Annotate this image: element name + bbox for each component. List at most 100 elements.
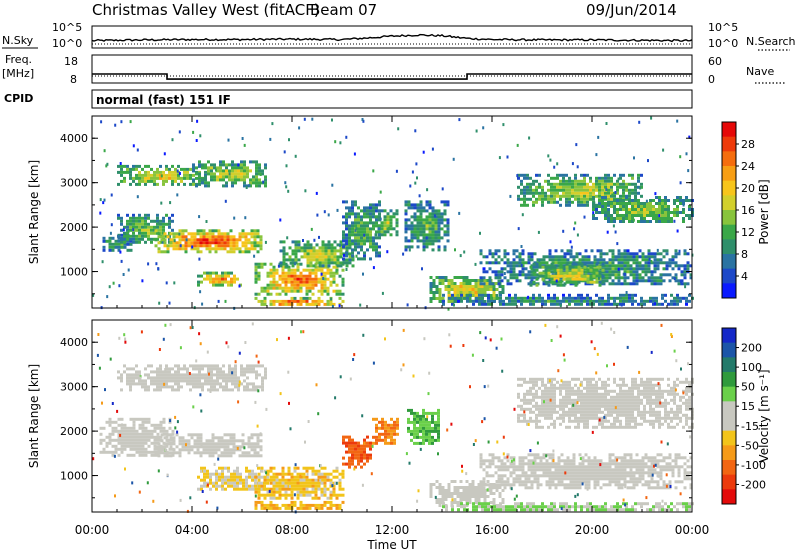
power-speckle (415, 162, 418, 166)
power-cell-13 (644, 261, 648, 265)
velocity-cell-5 (332, 503, 336, 507)
power-cell-6 (278, 274, 282, 278)
power-cell-9 (363, 227, 366, 231)
power-cell-14 (595, 277, 599, 281)
velocity-cell-1 (210, 388, 213, 392)
power-cell-15 (580, 191, 583, 195)
velocity-cell-1 (222, 376, 225, 380)
power-cell-12 (447, 285, 451, 288)
power-cell-2 (165, 167, 168, 171)
power-cell-12 (483, 300, 487, 303)
power-cell-2 (171, 170, 174, 174)
power-cell-13 (653, 270, 657, 274)
power-cell-3 (250, 241, 254, 245)
velocity-cell-9 (456, 504, 460, 507)
power-cell-11 (431, 230, 435, 234)
power-cell-2 (147, 164, 150, 168)
power-cell-17 (643, 302, 646, 306)
velocity-cell-2 (256, 445, 260, 449)
power-cell-15 (562, 191, 565, 195)
power-cell-9 (348, 242, 351, 246)
power-cell-7 (312, 252, 316, 256)
velocity-cell-1 (186, 382, 189, 386)
power-cell-13 (608, 264, 612, 268)
power-cell-17 (490, 296, 493, 300)
power-cell-7 (279, 240, 283, 244)
power-cell-9 (345, 212, 348, 216)
power-cell-6 (320, 268, 324, 272)
velocity-cell-7 (396, 423, 399, 427)
velocity-cell-0 (144, 447, 148, 451)
power-cell-8 (278, 299, 282, 303)
power-cell-12 (447, 282, 451, 285)
power-cell-15 (547, 197, 550, 201)
velocity-cell-0 (129, 435, 133, 439)
power-cell-2 (120, 170, 123, 174)
power-cell-0 (114, 242, 118, 246)
power-cell-17 (514, 299, 517, 303)
power-cell-15 (592, 185, 595, 189)
power-cell-15 (523, 176, 526, 180)
power-cell-13 (500, 273, 504, 277)
power-cell-2 (156, 170, 159, 174)
velocity-cell-1 (222, 385, 225, 389)
velocity-cell-1 (135, 376, 138, 380)
velocity-cell-5 (335, 503, 339, 507)
power-cell-1 (144, 213, 147, 217)
velocity-cell-6 (366, 453, 369, 457)
power-cell-17 (625, 299, 628, 303)
power-cell-1 (150, 228, 153, 232)
velocity-cell-5 (257, 500, 261, 504)
power-cell-13 (647, 270, 651, 274)
power-cell-14 (535, 265, 539, 269)
power-cell-11 (428, 203, 432, 207)
power-cell-9 (354, 233, 357, 237)
power-cell-13 (626, 255, 630, 259)
velocity-cell-3 (254, 472, 257, 476)
velocity-cell-4 (281, 469, 285, 473)
power-cell-11 (446, 200, 450, 204)
power-cell-1 (138, 237, 141, 241)
velocity-cell-4 (302, 490, 306, 494)
power-cell-17 (634, 293, 637, 297)
power-cell-6 (284, 280, 288, 284)
power-cell-3 (244, 238, 248, 242)
power-cell-6 (296, 268, 300, 272)
power-cell-1 (120, 219, 123, 223)
velocity-cell-1 (132, 376, 135, 380)
power-cell-7 (345, 246, 349, 250)
power-cell-16 (622, 208, 625, 211)
velocity-cell-1 (129, 376, 132, 380)
velocity-cell-1 (243, 373, 246, 377)
velocity-cell-4 (332, 484, 336, 488)
power-cell-12 (450, 279, 454, 282)
power-cell-1 (141, 216, 144, 220)
power-cell-1 (126, 231, 129, 235)
power-cell-17 (544, 299, 547, 303)
power-cell-1 (144, 234, 147, 238)
velocity-cell-4 (266, 493, 270, 497)
velocity-cell-0 (168, 438, 172, 442)
power-cell-17 (649, 296, 652, 300)
velocity-cell-4 (308, 484, 312, 488)
velocity-cell-1 (201, 376, 204, 380)
noise-ytick-right-bottom: 10^0 (708, 37, 738, 50)
velocity-cell-9 (450, 495, 454, 498)
power-cell-13 (641, 279, 645, 283)
velocity-cell-1 (237, 379, 240, 383)
power-cell-17 (490, 299, 493, 303)
power-cell-16 (655, 196, 658, 199)
power-cell-11 (434, 218, 438, 222)
velocity-cell-6 (348, 450, 351, 454)
power-cell-10 (395, 212, 399, 216)
power-cell-7 (291, 249, 295, 253)
power-cell-3 (205, 238, 209, 242)
power-cell-3 (208, 235, 212, 239)
power-cell-15 (634, 188, 637, 192)
power-cell-3 (214, 238, 218, 242)
velocity-cell-2 (259, 448, 263, 452)
velocity-cell-2 (247, 439, 251, 443)
power-cell-13 (608, 273, 612, 277)
power-cell-6 (317, 280, 321, 284)
power-cell-9 (375, 221, 378, 225)
